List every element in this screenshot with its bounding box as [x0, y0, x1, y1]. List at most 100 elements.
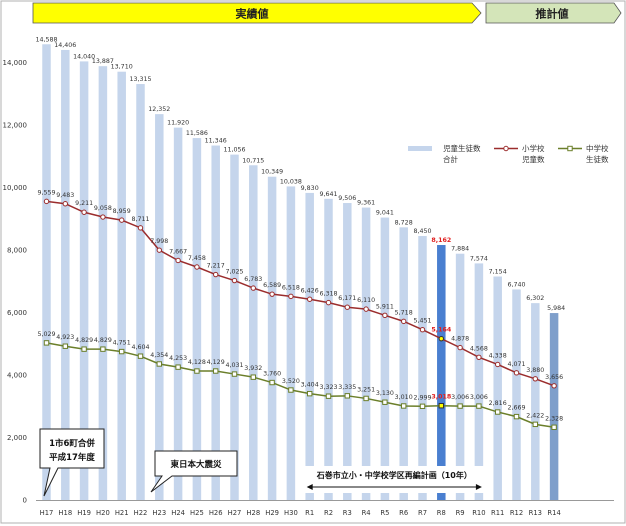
elementary-value-label: 9,058	[94, 205, 112, 212]
y-tick-label: 6,000	[7, 309, 27, 317]
bar-value-label: 6,302	[526, 295, 544, 302]
legend-label-elementary-2: 児童数	[522, 154, 545, 164]
elementary-value-label: 6,783	[244, 276, 262, 283]
elementary-value-label: 6,518	[282, 284, 300, 291]
elementary-value-label: 3,880	[526, 367, 544, 374]
elementary-point	[344, 304, 350, 310]
bar-value-label: 7,154	[489, 269, 507, 276]
junior-high-point	[344, 393, 351, 399]
junior-high-point	[100, 346, 106, 352]
bar-value-label: 13,710	[111, 64, 133, 71]
elementary-point	[513, 370, 520, 376]
bar	[399, 227, 408, 500]
x-tick-label: H19	[77, 509, 91, 517]
junior-high-value-label: 4,128	[188, 359, 206, 366]
plan-arrow-left-head	[306, 484, 313, 490]
junior-high-value-label: 2,328	[545, 415, 563, 422]
bar	[79, 61, 89, 500]
bar	[512, 289, 521, 500]
bar	[61, 49, 70, 501]
bar	[531, 303, 540, 500]
bar-value-label: 9,041	[376, 210, 394, 217]
y-tick-label: 0	[23, 497, 27, 505]
elementary-value-label: 4,071	[507, 361, 525, 368]
elementary-point	[137, 225, 144, 231]
junior-high-value-label: 4,829	[94, 337, 112, 344]
elementary-point	[269, 291, 275, 297]
bar-value-label: 11,056	[223, 147, 245, 154]
bar-value-label: 9,361	[357, 200, 375, 207]
elementary-value-label: 4,338	[489, 352, 507, 359]
bar-value-label: 10,349	[261, 169, 283, 176]
x-tick-label: R5	[380, 509, 389, 517]
bar-value-label: 13,887	[92, 58, 114, 65]
elementary-point	[100, 214, 106, 220]
junior-high-line	[46, 342, 555, 429]
junior-high-value-label: 4,923	[56, 334, 74, 341]
bar	[324, 198, 333, 500]
x-tick-label: R6	[399, 509, 408, 517]
elementary-point	[419, 327, 426, 333]
bar	[267, 176, 277, 500]
elementary-value-label: 3,656	[545, 374, 563, 381]
elementary-point	[551, 383, 557, 389]
junior-high-value-label: 4,253	[169, 355, 187, 362]
merger-callout-line2: 平成17年度	[49, 452, 95, 463]
bar-value-label: 13,315	[129, 76, 151, 83]
y-tick-label: 14,000	[3, 59, 28, 67]
junior-high-value-label: 2,816	[489, 400, 507, 407]
x-tick-label: H20	[96, 509, 110, 517]
bar-value-label: 9,506	[338, 195, 356, 202]
plan-arrow-right-head	[475, 484, 482, 490]
elementary-point	[231, 277, 238, 284]
elementary-point	[213, 271, 219, 278]
elementary-value-label: 4,878	[451, 336, 469, 343]
elementary-value-label: 7,025	[225, 269, 243, 276]
bar	[380, 217, 390, 501]
bar-value-label: 9,641	[319, 191, 337, 198]
bar-value-label: 10,038	[280, 178, 302, 185]
bar-value-label: 7,574	[470, 255, 488, 262]
bar-value-label: 7,884	[451, 246, 469, 253]
elementary-point	[62, 201, 69, 207]
elementary-value-label: 9,211	[75, 200, 93, 207]
x-tick-label: H28	[246, 509, 260, 517]
junior-high-value-label: 3,010	[395, 394, 413, 401]
elementary-point	[194, 264, 200, 270]
legend-label-total: 児童生徒数	[443, 143, 481, 153]
elementary-value-label: 4,568	[470, 345, 488, 352]
bar-value-label: 8,162	[431, 237, 451, 244]
bar	[549, 313, 559, 500]
y-tick-label: 4,000	[7, 372, 27, 380]
junior-high-point	[269, 379, 275, 386]
junior-high-point	[62, 343, 68, 349]
x-tick-label: R13	[529, 509, 542, 517]
elementary-value-label: 8,711	[131, 216, 149, 223]
elementary-point	[156, 247, 163, 253]
junior-high-value-label: 3,760	[263, 371, 281, 378]
x-tick-label: H29	[265, 509, 279, 517]
elementary-value-label: 6,171	[338, 295, 356, 302]
junior-high-value-label: 4,751	[113, 340, 131, 347]
y-tick-label: 12,000	[3, 122, 28, 130]
bar	[136, 84, 145, 500]
junior-high-point	[288, 387, 294, 393]
junior-high-point	[513, 413, 520, 420]
junior-high-value-label: 3,130	[376, 390, 394, 397]
bar	[474, 263, 484, 500]
bar	[361, 207, 371, 500]
elementary-point	[288, 293, 294, 300]
elementary-point	[495, 361, 501, 368]
junior-high-value-label: 3,404	[301, 382, 319, 389]
elementary-value-label: 5,451	[413, 318, 431, 325]
x-axis: H17 H18 H19 H20 H21 H22 H23 H24 H25 H26 H27 H28 H29 H…	[36, 500, 614, 517]
bar	[343, 203, 352, 500]
junior-high-point	[363, 395, 369, 402]
x-tick-label: R7	[418, 509, 427, 517]
x-tick-label: H22	[134, 509, 148, 517]
y-tick-label: 8,000	[7, 247, 27, 255]
elementary-value-label: 7,998	[150, 238, 168, 245]
bar-value-label: 8,450	[413, 228, 431, 235]
